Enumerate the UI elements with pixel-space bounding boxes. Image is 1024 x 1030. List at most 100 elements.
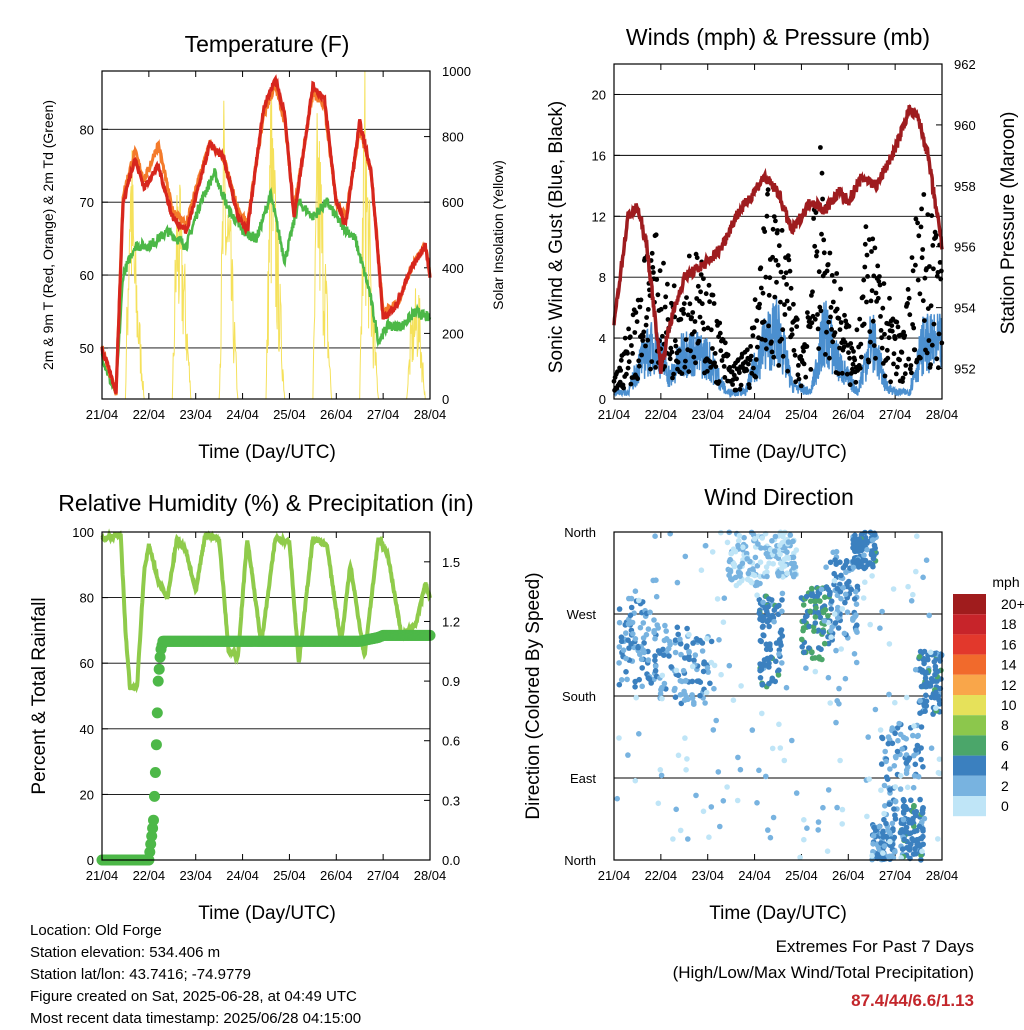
direction-point (684, 756, 690, 762)
humidity-ytick-right-label: 1.2 (442, 614, 460, 629)
legend-swatch (953, 775, 986, 796)
direction-point (908, 797, 914, 803)
gust-point (782, 312, 788, 317)
direction-point (784, 570, 790, 576)
gust-point (764, 213, 770, 219)
direction-point (834, 804, 840, 811)
direction-point (672, 637, 679, 643)
gust-point (922, 318, 927, 323)
gust-point (928, 362, 933, 367)
direction-point (628, 604, 635, 611)
direction-point (861, 552, 867, 558)
direction-point (757, 637, 764, 644)
winds-frame (613, 63, 943, 400)
direction-point (844, 609, 851, 615)
direction-point (789, 737, 795, 744)
direction-point (726, 662, 733, 669)
direction-point (710, 727, 717, 733)
direction-point (638, 656, 645, 663)
temperature-xtick-label: 26/04 (320, 407, 353, 422)
direction-point (866, 776, 872, 782)
direction-point (720, 798, 727, 804)
direction-point (900, 734, 907, 741)
gust-point (894, 319, 900, 325)
winds-xtick-label: 23/04 (691, 407, 724, 422)
gust-point (782, 302, 787, 307)
gust-point (629, 343, 634, 348)
direction-point (816, 654, 822, 660)
direction-point (737, 564, 743, 570)
gust-point (648, 366, 653, 372)
gust-point (852, 357, 858, 363)
direction-point (890, 586, 897, 592)
humidity-frame (101, 531, 431, 861)
winds-ylabel-right: Station Pressure (Maroon) (998, 112, 1019, 335)
winds-xtick-label: 27/04 (879, 407, 912, 422)
direction-point (809, 649, 815, 655)
gust-point (645, 337, 651, 343)
gust-point (902, 371, 908, 377)
direction-point (900, 816, 907, 823)
direction-point (821, 640, 828, 647)
gust-point (819, 170, 825, 176)
gust-point (717, 330, 723, 336)
direction-point (793, 790, 800, 796)
gust-point (861, 277, 867, 283)
winds-xtick-label: 22/04 (645, 407, 678, 422)
direction-point (652, 657, 658, 664)
gust-point (663, 294, 669, 300)
direction-point (835, 625, 842, 631)
direction-point (853, 627, 859, 634)
gust-point (693, 360, 698, 366)
direction-point (706, 834, 712, 840)
direction-point (825, 640, 832, 647)
direction-point (714, 596, 721, 602)
direction-point (713, 717, 719, 724)
direction-ylabel: Direction (Colored By Speed) (523, 572, 544, 819)
direction-point (854, 557, 861, 564)
direction-point (765, 604, 771, 610)
gust-point (770, 254, 775, 260)
direction-point (673, 667, 680, 674)
rainfall-point (145, 838, 157, 850)
gust-point (692, 329, 697, 335)
gust-point (838, 320, 844, 325)
gust-point (625, 365, 631, 371)
gust-point (813, 210, 819, 216)
gust-point (626, 326, 631, 332)
direction-point (776, 721, 782, 728)
gust-point (754, 318, 760, 323)
gust-point (936, 365, 941, 371)
gust-point (781, 275, 787, 280)
temperature-ylabel-right: Solar Insolation (Yellow) (490, 160, 506, 310)
gust-point (704, 368, 710, 374)
direction-point (841, 630, 848, 637)
gust-point (712, 351, 718, 356)
direction-point (726, 572, 732, 579)
gust-point (875, 295, 881, 301)
humidity-xlabel: Time (Day/UTC) (198, 903, 336, 924)
direction-point (764, 569, 770, 575)
gust-point (658, 306, 664, 312)
gust-point (683, 337, 689, 342)
legend-swatch (953, 735, 986, 756)
direction-point (718, 671, 724, 678)
gust-point (921, 192, 927, 197)
direction-point (837, 757, 843, 764)
direction-point (920, 764, 926, 770)
direction-point (872, 545, 878, 551)
direction-point (859, 563, 866, 570)
gust-point (905, 287, 911, 292)
gust-point (931, 266, 936, 272)
winds-ylabel: Sonic Wind & Gust (Blue, Black) (546, 101, 567, 373)
gust-point (912, 347, 918, 353)
direction-xtick-label: 22/04 (645, 868, 678, 883)
direction-point (833, 647, 839, 654)
direction-point (705, 669, 711, 675)
gust-point (891, 361, 896, 367)
direction-point (910, 732, 916, 739)
gust-point (865, 274, 870, 279)
gust-point (748, 353, 754, 359)
gust-point (755, 344, 760, 350)
direction-ytick-label: West (567, 607, 597, 622)
